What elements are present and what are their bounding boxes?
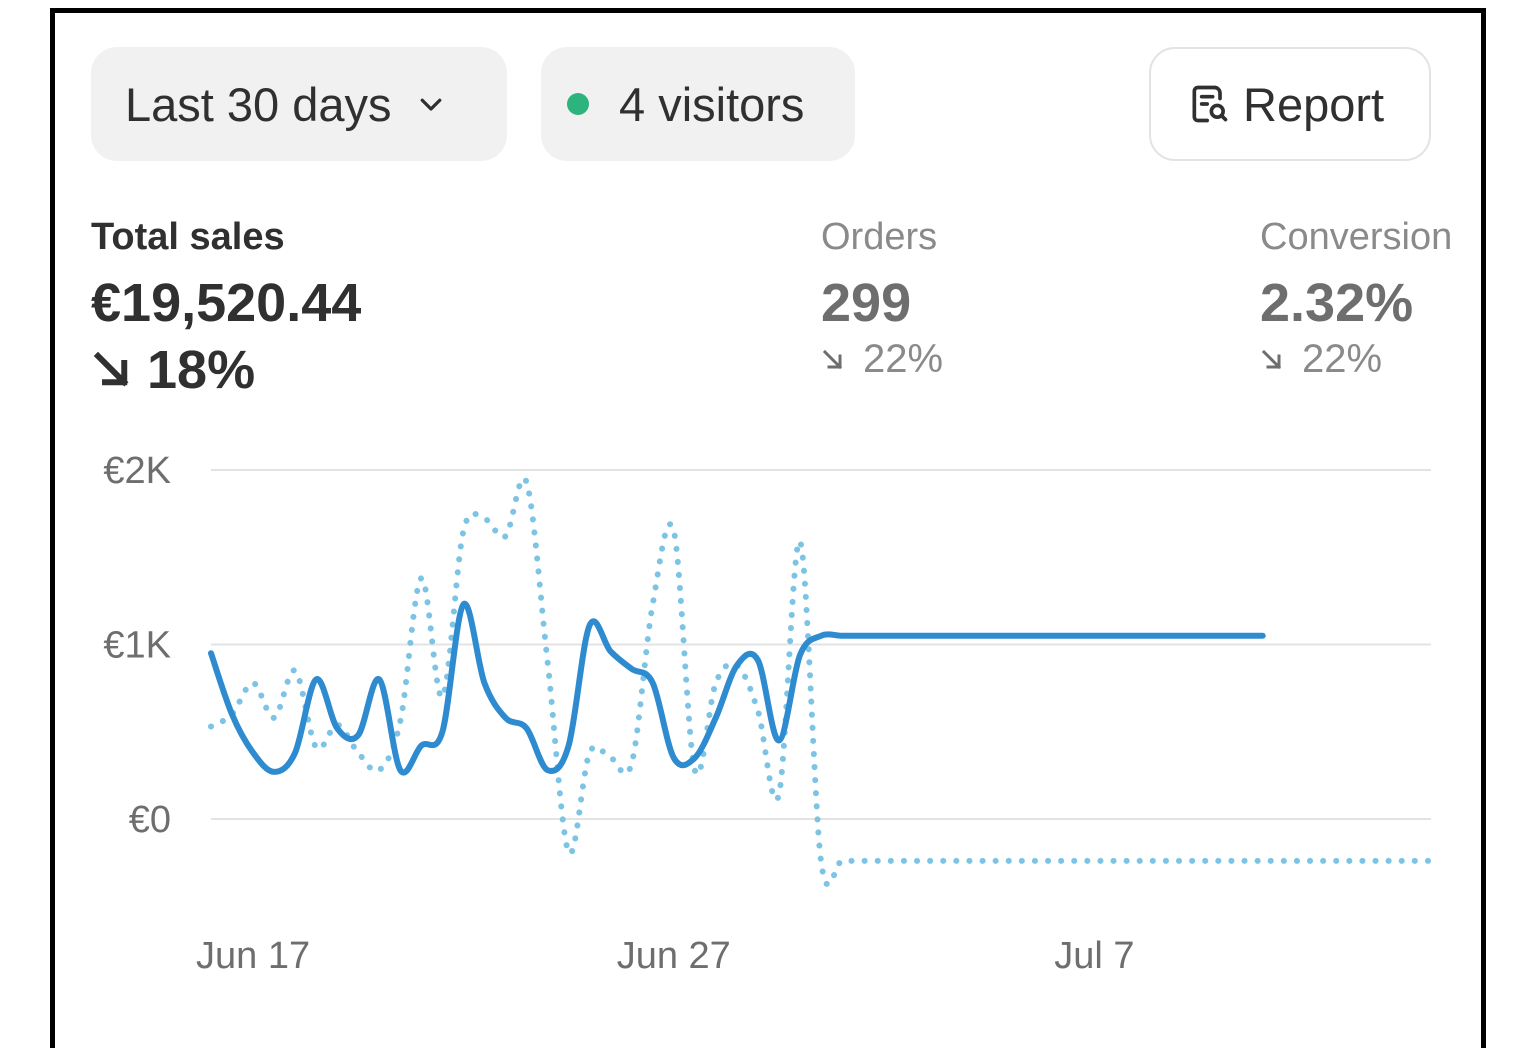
metric-delta-value: 18% <box>147 340 256 400</box>
arrow-down-right-icon <box>93 351 129 387</box>
report-search-icon <box>1192 85 1228 123</box>
analytics-card: €2K €1K €0 Jun 17 Jun 27 Jul 7 Last 30 days … <box>50 8 1486 1048</box>
metric-value: 299 <box>821 273 912 333</box>
arrow-down-right-icon <box>1261 349 1282 369</box>
date-range-button[interactable]: Last 30 days <box>91 47 507 161</box>
chevron-down-icon <box>420 98 441 111</box>
chart-series <box>208 475 1434 888</box>
metric-orders[interactable]: Orders 299 22% <box>821 213 943 382</box>
x-axis-ticks: Jun 17 Jun 27 Jul 7 <box>196 935 1135 977</box>
date-range-label: Last 30 days <box>125 77 392 131</box>
x-tick-label: Jul 7 <box>1054 935 1134 977</box>
y-tick-label: €2K <box>103 450 171 492</box>
sales-line-comparison <box>208 475 1434 888</box>
metric-conversion[interactable]: Conversion 2.32% 22% <box>1260 213 1452 382</box>
metric-label: Conversion <box>1260 216 1453 258</box>
sales-line-current <box>208 601 1266 776</box>
y-axis-ticks: €2K €1K €0 <box>103 450 171 841</box>
x-tick-label: Jun 17 <box>196 935 310 977</box>
metric-delta-value: 22% <box>1302 337 1383 381</box>
metric-delta: 18% <box>91 339 361 401</box>
y-tick-label: €1K <box>103 625 171 667</box>
visitors-label: 4 visitors <box>619 77 805 131</box>
chart-grid <box>211 469 1431 820</box>
metric-label: Orders <box>821 216 938 258</box>
metric-value: 2.32% <box>1260 273 1414 333</box>
metric-label: Total sales <box>91 216 285 258</box>
sales-chart: €2K €1K €0 Jun 17 Jun 27 Jul 7 <box>103 450 1434 977</box>
report-label: Report <box>1243 77 1385 131</box>
metric-value: €19,520.44 <box>91 273 362 333</box>
live-status-dot <box>567 93 589 115</box>
x-tick-label: Jun 27 <box>617 935 731 977</box>
metric-total-sales[interactable]: Total sales €19,520.44 18% <box>91 213 361 401</box>
arrow-down-right-icon <box>822 349 843 369</box>
metric-delta-value: 22% <box>863 337 944 381</box>
metric-delta: 22% <box>1260 337 1452 382</box>
y-tick-label: €0 <box>129 799 171 841</box>
report-button[interactable]: Report <box>1149 47 1431 161</box>
visitors-badge[interactable]: 4 visitors <box>541 47 855 161</box>
metric-delta: 22% <box>821 337 943 382</box>
